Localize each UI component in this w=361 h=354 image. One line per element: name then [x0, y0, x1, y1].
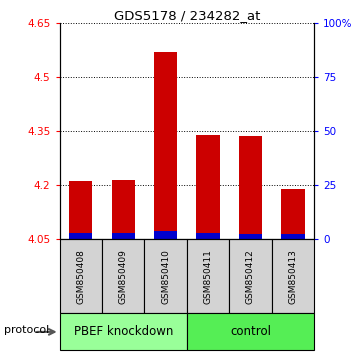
Bar — [69, 233, 92, 239]
Text: GSM850409: GSM850409 — [119, 249, 128, 304]
Text: GSM850410: GSM850410 — [161, 249, 170, 304]
Bar — [281, 189, 305, 239]
Bar — [112, 179, 135, 239]
Text: control: control — [230, 325, 271, 338]
Text: protocol: protocol — [4, 325, 49, 335]
Title: GDS5178 / 234282_at: GDS5178 / 234282_at — [114, 9, 260, 22]
Bar — [154, 52, 177, 239]
FancyBboxPatch shape — [60, 239, 102, 313]
Bar — [281, 234, 305, 239]
Bar — [239, 136, 262, 239]
Bar — [112, 233, 135, 239]
Text: GSM850413: GSM850413 — [288, 249, 297, 304]
Bar — [196, 135, 220, 239]
FancyBboxPatch shape — [187, 239, 229, 313]
Bar — [154, 231, 177, 239]
FancyBboxPatch shape — [144, 239, 187, 313]
FancyBboxPatch shape — [229, 239, 272, 313]
FancyBboxPatch shape — [60, 313, 187, 350]
FancyBboxPatch shape — [272, 239, 314, 313]
Text: GSM850408: GSM850408 — [76, 249, 85, 304]
FancyBboxPatch shape — [187, 313, 314, 350]
FancyBboxPatch shape — [102, 239, 144, 313]
Bar — [239, 234, 262, 239]
Bar — [196, 233, 220, 239]
Text: GSM850411: GSM850411 — [204, 249, 213, 304]
Text: GSM850412: GSM850412 — [246, 249, 255, 304]
Bar — [69, 182, 92, 239]
Text: PBEF knockdown: PBEF knockdown — [74, 325, 173, 338]
